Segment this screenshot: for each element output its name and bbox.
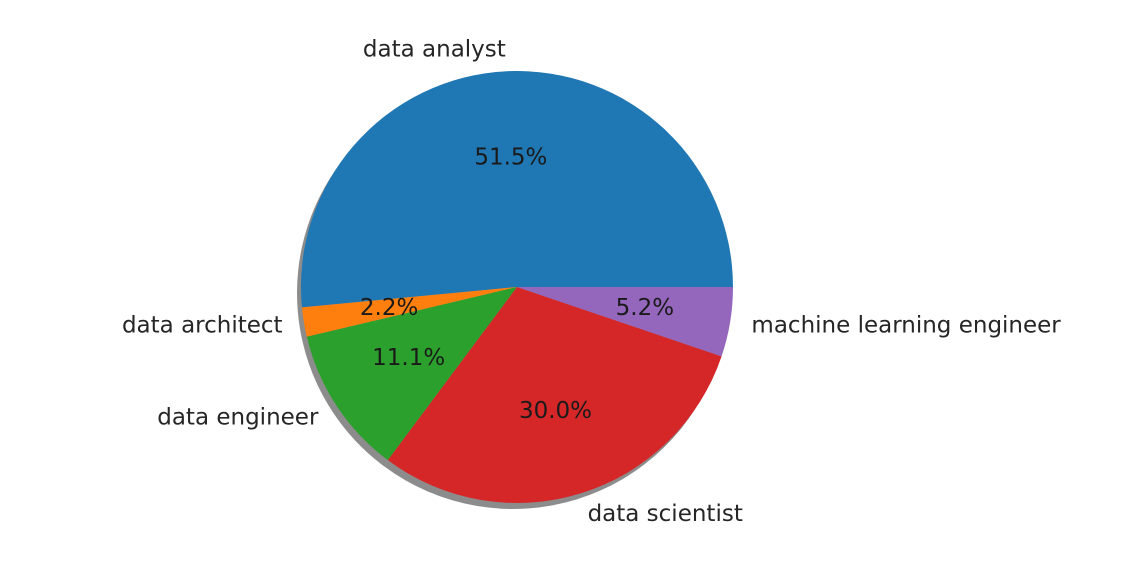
pie-slice-data-analyst <box>300 70 733 308</box>
pie-category-label: data architect <box>122 313 283 339</box>
pie-percent-label: 2.2% <box>360 295 418 321</box>
pie-percent-label: 30.0% <box>519 398 592 424</box>
pie-slice-data-scientist <box>387 287 722 503</box>
pie-category-labels: data analyst data architect data engineer d… <box>122 37 1061 527</box>
pie-slice-data-engineer <box>306 287 517 461</box>
pie-percent-label: 5.2% <box>616 295 674 321</box>
pie-percent-label: 51.5% <box>474 145 547 171</box>
pie-category-label: data analyst <box>363 37 506 63</box>
pie-category-label: data scientist <box>588 501 743 527</box>
pie-slices <box>300 70 733 503</box>
pie-category-label: data engineer <box>157 404 319 430</box>
pie-slice-data-architect <box>301 287 517 337</box>
pie-percent-label: 11.1% <box>372 345 445 371</box>
pie-slice-machine-learning-engineer <box>517 287 733 357</box>
pie-category-label: machine learning engineer <box>751 313 1061 339</box>
pie-percent-labels: 51.5% 2.2% 11.1% 30.0% 5.2% <box>360 145 674 424</box>
